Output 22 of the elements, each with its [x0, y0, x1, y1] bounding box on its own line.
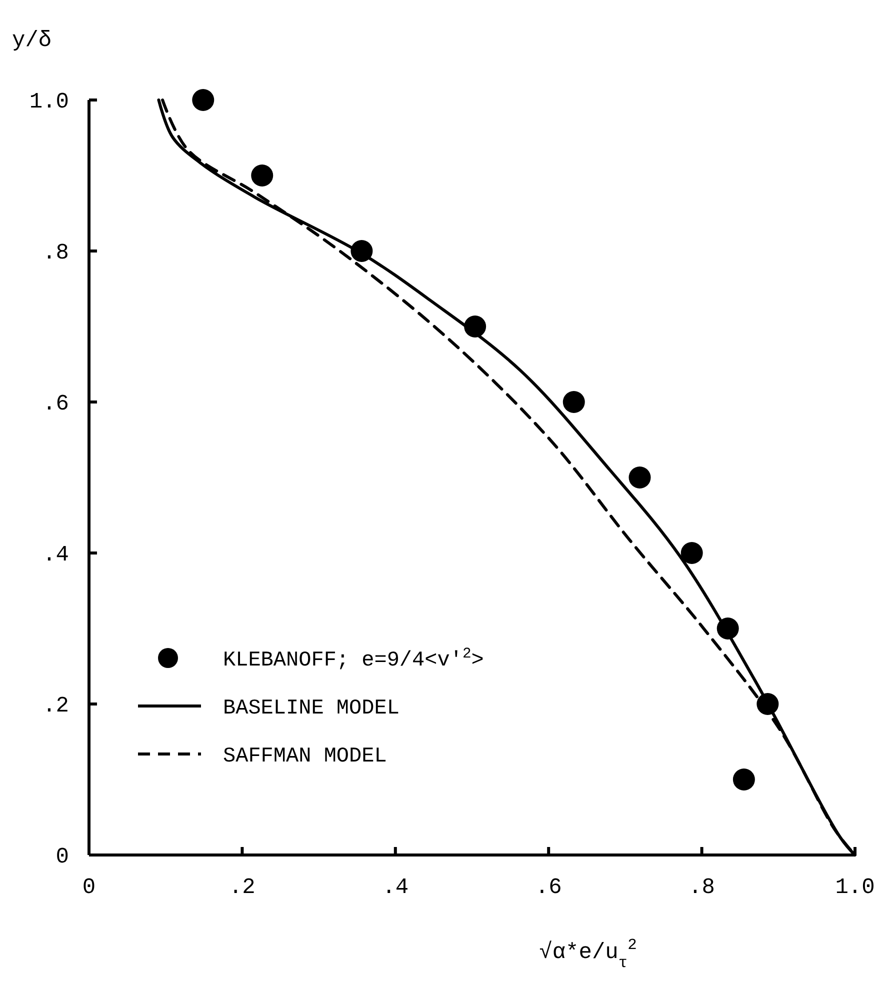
legend-label: SAFFMAN MODEL [223, 745, 387, 768]
x-tick-label: .8 [688, 875, 716, 900]
x-tick-label: .4 [382, 875, 409, 900]
legend-label: BASELINE MODEL [223, 697, 400, 720]
y-tick-label: .2 [42, 694, 69, 719]
point [680, 542, 703, 564]
point [628, 466, 651, 488]
y-tick-label: .4 [42, 542, 69, 568]
point [192, 89, 214, 111]
x-tick-label: .2 [228, 875, 256, 900]
point [251, 164, 274, 186]
x-tick-label: .6 [535, 875, 562, 900]
y-tick-label: 1.0 [29, 90, 69, 115]
legend-label: KLEBANOFF; e=9/4<v'$^{2}$> [223, 646, 484, 672]
y-tick-label: .8 [42, 240, 69, 266]
y-tick-label: 0 [56, 844, 69, 870]
point [562, 391, 585, 413]
y-tick-label: .6 [42, 392, 69, 417]
x-tick-label: 1.0 [835, 875, 875, 900]
point [732, 768, 755, 790]
y-axis-title: y/δ [12, 28, 52, 53]
x-tick-label: 0 [82, 875, 96, 900]
